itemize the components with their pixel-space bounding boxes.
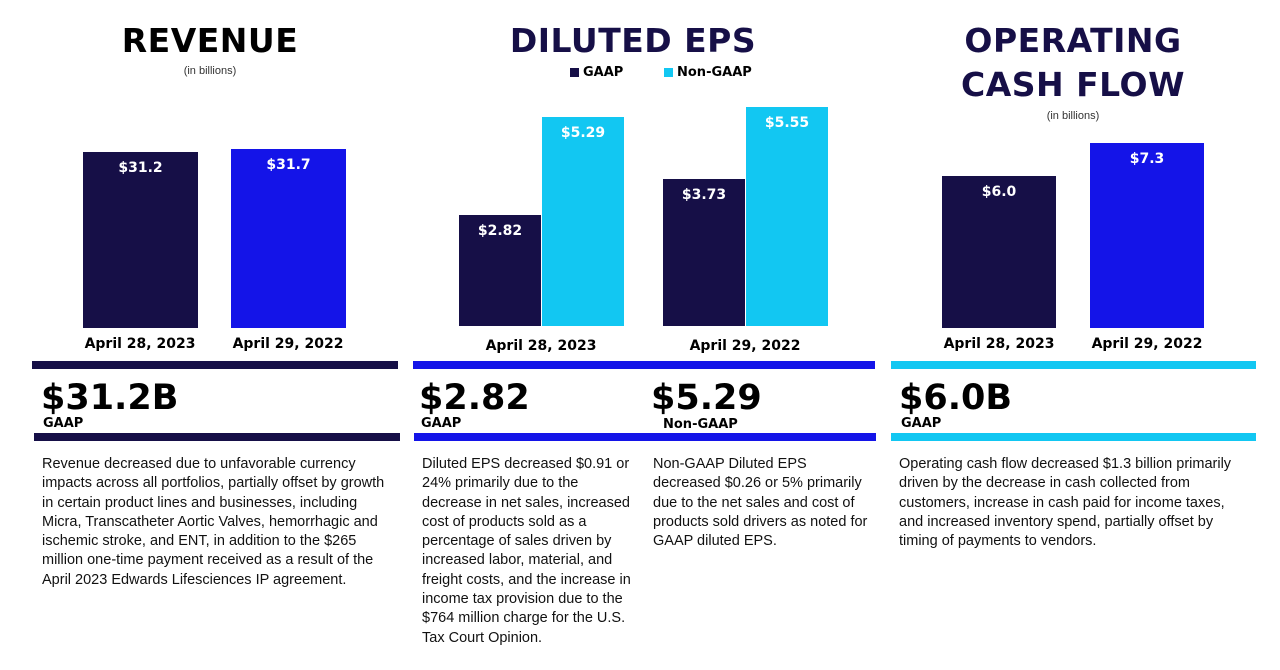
eps-gaap-tag: GAAP	[421, 416, 462, 431]
revenue-bar: $31.7	[231, 149, 346, 328]
eps-nongaap-headline: $5.29	[651, 378, 762, 418]
x-tick-label: April 28, 2023	[84, 336, 196, 352]
bar-value-label: $3.73	[681, 186, 727, 203]
revenue-bottom-rule	[34, 433, 400, 441]
ocf-chart: $6.0 April 28, 2023 $7.3 April 29, 2022	[942, 143, 1204, 352]
revenue-headline: $31.2B	[41, 378, 179, 418]
ocf-bar: $7.3	[1090, 143, 1204, 328]
revenue-top-rule	[32, 361, 398, 369]
ocf-top-rule	[891, 361, 1256, 369]
x-tick-label: April 28, 2023	[485, 338, 597, 354]
eps-gaap-description: Diluted EPS decreased $0.91 or 24% prima…	[422, 456, 631, 646]
revenue-bar: $31.2	[83, 151, 198, 328]
bar-value-label: $2.82	[477, 222, 523, 239]
eps-top-rule	[413, 361, 875, 369]
eps-title: DILUTED EPS	[509, 21, 757, 60]
nongaap-swatch	[664, 68, 673, 77]
ocf-bar: $6.0	[942, 176, 1056, 328]
ocf-title-line1: OPERATING	[964, 21, 1182, 60]
bar-value-label: $7.3	[1129, 151, 1165, 168]
eps-nongaap-bar: $5.55	[746, 106, 828, 326]
revenue-subtitle: (in billions)	[183, 65, 237, 77]
ocf-description: Operating cash flow decreased $1.3 billi…	[899, 456, 1232, 550]
eps-bottom-rule	[414, 433, 876, 441]
ocf-headline-tag: GAAP	[901, 416, 942, 431]
eps-gaap-bar: $3.73	[663, 178, 745, 326]
eps-nongaap-tag: Non-GAAP	[663, 417, 738, 432]
ocf-headline: $6.0B	[899, 378, 1013, 418]
legend-label: Non-GAAP	[677, 65, 752, 80]
eps-gaap-bar: $2.82	[459, 214, 541, 326]
bar-value-label: $5.55	[764, 114, 810, 131]
x-tick-label: April 29, 2022	[1091, 336, 1203, 352]
eps-chart: $2.82 $5.29 April 28, 2023 $3.73 $5.55 April …	[459, 106, 828, 354]
bar-value-label: $31.7	[266, 157, 311, 174]
revenue-description: Revenue decreased due to unfavorable cur…	[42, 456, 385, 588]
bar-value-label: $31.2	[118, 159, 163, 176]
ocf-title-line2: CASH FLOW	[961, 65, 1185, 104]
x-tick-label: April 28, 2023	[943, 336, 1055, 352]
eps-legend-nongaap: Non-GAAP	[664, 65, 752, 80]
gaap-swatch	[570, 68, 579, 77]
eps-legend-gaap: GAAP	[570, 65, 623, 80]
bar-value-label: $5.29	[560, 125, 606, 142]
revenue-title: REVENUE	[121, 21, 299, 60]
eps-nongaap-description: Non-GAAP Diluted EPS decreased $0.26 or …	[653, 456, 868, 550]
revenue-chart: $31.2 April 28, 2023 $31.7 April 29, 2022	[0, 0, 420, 360]
bar-value-label: $6.0	[981, 184, 1017, 201]
eps-nongaap-bar: $5.29	[542, 117, 624, 326]
revenue-headline-tag: GAAP	[43, 416, 84, 431]
x-tick-label: April 29, 2022	[689, 338, 801, 354]
legend-label: GAAP	[583, 65, 624, 80]
ocf-bottom-rule	[891, 433, 1256, 441]
x-tick-label: April 29, 2022	[232, 336, 344, 352]
ocf-subtitle: (in billions)	[1046, 110, 1100, 122]
eps-gaap-headline: $2.82	[419, 378, 530, 418]
